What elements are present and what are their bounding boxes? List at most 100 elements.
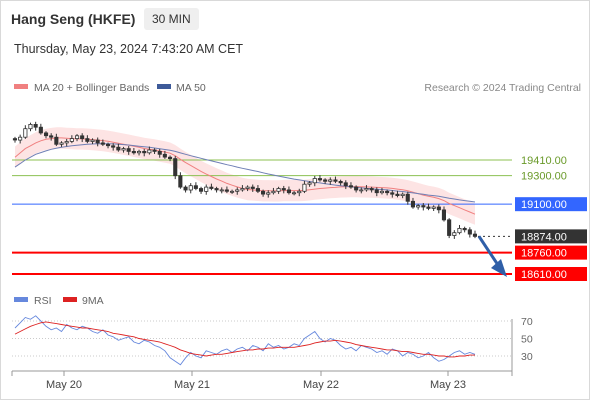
candle-body xyxy=(431,206,436,209)
candle-body xyxy=(162,153,167,158)
candle-body xyxy=(400,193,405,196)
candle-body xyxy=(472,233,477,237)
rsi-tick-label: 50 xyxy=(521,334,533,346)
candle-body xyxy=(183,186,188,191)
level-label-support: 18610.00 xyxy=(521,269,567,281)
candle-body xyxy=(333,179,338,182)
candle-body xyxy=(90,139,95,142)
rsi-tick-label: 70 xyxy=(521,316,533,328)
level-label-resistance: 19300.00 xyxy=(521,171,567,183)
level-label-box xyxy=(515,267,587,281)
candle-body xyxy=(95,139,100,144)
rsi-tick-label: 30 xyxy=(521,351,533,363)
price-levels xyxy=(12,159,512,275)
candle-body xyxy=(348,185,353,188)
candle-body xyxy=(38,126,43,134)
candle-body xyxy=(302,183,307,192)
candle-body xyxy=(126,148,131,152)
candle-body xyxy=(255,188,261,192)
candle-body xyxy=(173,158,178,177)
candle-body xyxy=(276,188,281,192)
moving-averages xyxy=(14,137,476,215)
candle-body xyxy=(131,150,136,154)
candle-body xyxy=(121,148,126,151)
x-tick-label: May 23 xyxy=(430,379,466,391)
candle-body xyxy=(54,136,59,145)
candle-body xyxy=(147,149,152,154)
candle-body xyxy=(250,186,255,189)
forecast-arrow-icon xyxy=(477,235,507,277)
candle-body xyxy=(12,138,18,141)
ma50-line xyxy=(14,143,476,203)
candle-body xyxy=(452,232,457,236)
candle-body xyxy=(323,179,328,182)
candle-body xyxy=(421,205,426,208)
candle-body xyxy=(354,186,359,191)
legend-label-ma20: MA 20 + Bollinger Bands xyxy=(34,82,149,94)
x-tick-label: May 22 xyxy=(303,379,339,391)
candle-body xyxy=(157,150,162,155)
candle-body xyxy=(214,188,219,191)
legend-swatch-ma50 xyxy=(157,84,171,89)
candle-body xyxy=(410,200,415,208)
candle-body xyxy=(209,186,214,189)
legend-label-ma50: MA 50 xyxy=(176,82,206,94)
candle-body xyxy=(188,185,193,191)
legend-label-rsi: RSI xyxy=(34,295,52,307)
candle-body xyxy=(291,192,297,195)
candle-body xyxy=(374,189,379,194)
forecast-arrow-shaft xyxy=(477,235,500,266)
level-label-pivot: 19100.00 xyxy=(521,199,567,211)
level-label-box xyxy=(515,229,587,244)
candle-body xyxy=(64,141,69,144)
candle-body xyxy=(405,193,410,202)
candles xyxy=(12,121,477,239)
candle-body xyxy=(100,142,105,145)
candle-body xyxy=(286,189,291,194)
candle-body xyxy=(69,138,74,142)
candle-body xyxy=(462,227,467,231)
credit-text: Research © 2024 Trading Central xyxy=(424,82,581,94)
candle-body xyxy=(441,209,446,221)
level-label-last: 18874.00 xyxy=(521,231,567,243)
level-label-box xyxy=(515,197,587,212)
candle-body xyxy=(266,192,271,195)
candle-body xyxy=(116,146,121,151)
forecast-arrow-head xyxy=(491,259,507,277)
candle-body xyxy=(426,206,431,209)
timeframe-badge[interactable]: 30 MIN xyxy=(144,8,199,30)
candle-body xyxy=(193,185,198,189)
candle-body xyxy=(281,188,286,191)
candle-body xyxy=(49,135,54,138)
candle-body xyxy=(245,186,250,189)
timestamp: Thursday, May 23, 2024 7:43:20 AM CET xyxy=(14,42,244,56)
candle-body xyxy=(28,124,33,130)
candle-body xyxy=(106,143,111,147)
level-label-box xyxy=(515,245,587,260)
instrument-title: Hang Seng (HKFE) xyxy=(11,11,136,27)
candle-body xyxy=(317,178,322,181)
rsi-panel: 70 50 30 xyxy=(12,315,533,366)
legend-swatch-rsi xyxy=(14,297,28,302)
legend-swatch-ma20 xyxy=(14,84,28,89)
candle-body xyxy=(240,188,245,191)
candle-body xyxy=(75,135,80,140)
candle-body xyxy=(136,150,142,154)
candle-body xyxy=(447,219,452,236)
candle-body xyxy=(395,193,400,196)
candle-body xyxy=(436,206,441,211)
candle-body xyxy=(85,138,90,142)
candle-body xyxy=(260,190,266,195)
x-axis-ticks: May 20 May 21 May 22 May 23 xyxy=(11,371,466,391)
candle-body xyxy=(343,182,348,187)
candle-body xyxy=(307,182,312,185)
candle-body xyxy=(167,156,173,159)
candle-body xyxy=(178,175,183,188)
candle-body xyxy=(23,128,28,138)
candle-body xyxy=(364,188,369,191)
candle-body xyxy=(359,189,364,192)
candle-body xyxy=(328,179,333,182)
candle-body xyxy=(142,150,147,154)
candle-body xyxy=(379,190,384,194)
candle-body xyxy=(59,142,64,145)
